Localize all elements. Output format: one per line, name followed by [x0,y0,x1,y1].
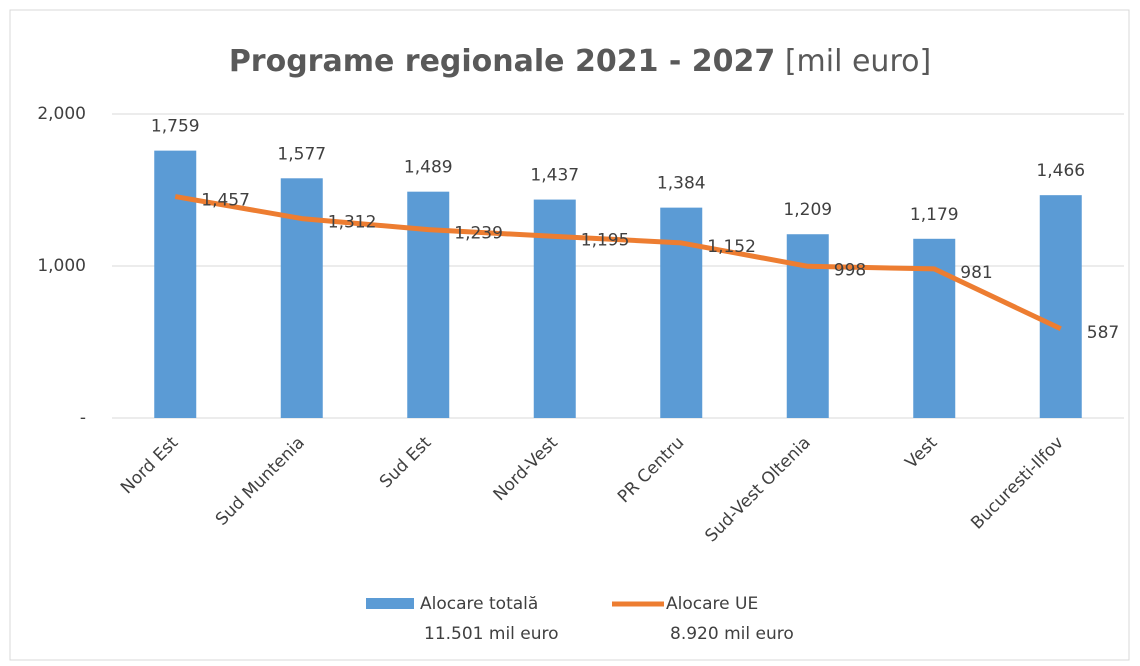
legend-detail: 11.501 mil euro [424,624,559,644]
bar-value-label: 1,489 [404,158,453,178]
bar-value-label: 1,384 [657,174,706,194]
line-value-label: 998 [834,260,866,280]
legend-label: Alocare UE [666,594,758,614]
bar-value-label: 1,179 [910,205,959,225]
line-value-label: 1,312 [328,213,377,233]
legend-swatch [366,598,414,609]
bar-value-label: 1,466 [1036,161,1085,181]
legend-label: Alocare totală [420,594,538,614]
y-tick-label: - [80,408,86,428]
bar [913,238,956,418]
chart-title-group: Programe regionale 2021 - 2027 [mil euro… [229,44,931,79]
bar-value-label: 1,437 [530,166,579,186]
chart-title-unit: [mil euro] [785,44,931,79]
line [174,194,1062,332]
legend-detail: 8.920 mil euro [670,624,794,644]
line-value-label: 587 [1087,323,1119,343]
bar-value-label: 1,209 [783,200,832,220]
bar [1039,195,1082,418]
y-tick-label: 2,000 [37,104,86,124]
y-tick-label: 1,000 [37,256,86,276]
line-value-label: 1,239 [454,224,503,244]
bar [407,191,450,418]
line-value-label: 1,195 [581,230,630,250]
line-value-label: 1,457 [201,191,250,211]
line-value-label: 1,152 [707,237,756,257]
bar-value-label: 1,577 [277,144,326,164]
bar [533,199,576,418]
bar [154,150,197,418]
bar [660,207,703,418]
line-value-label: 981 [960,263,992,283]
bar-value-label: 1,759 [151,117,200,137]
chart-title: Programe regionale 2021 - 2027 [229,44,775,79]
